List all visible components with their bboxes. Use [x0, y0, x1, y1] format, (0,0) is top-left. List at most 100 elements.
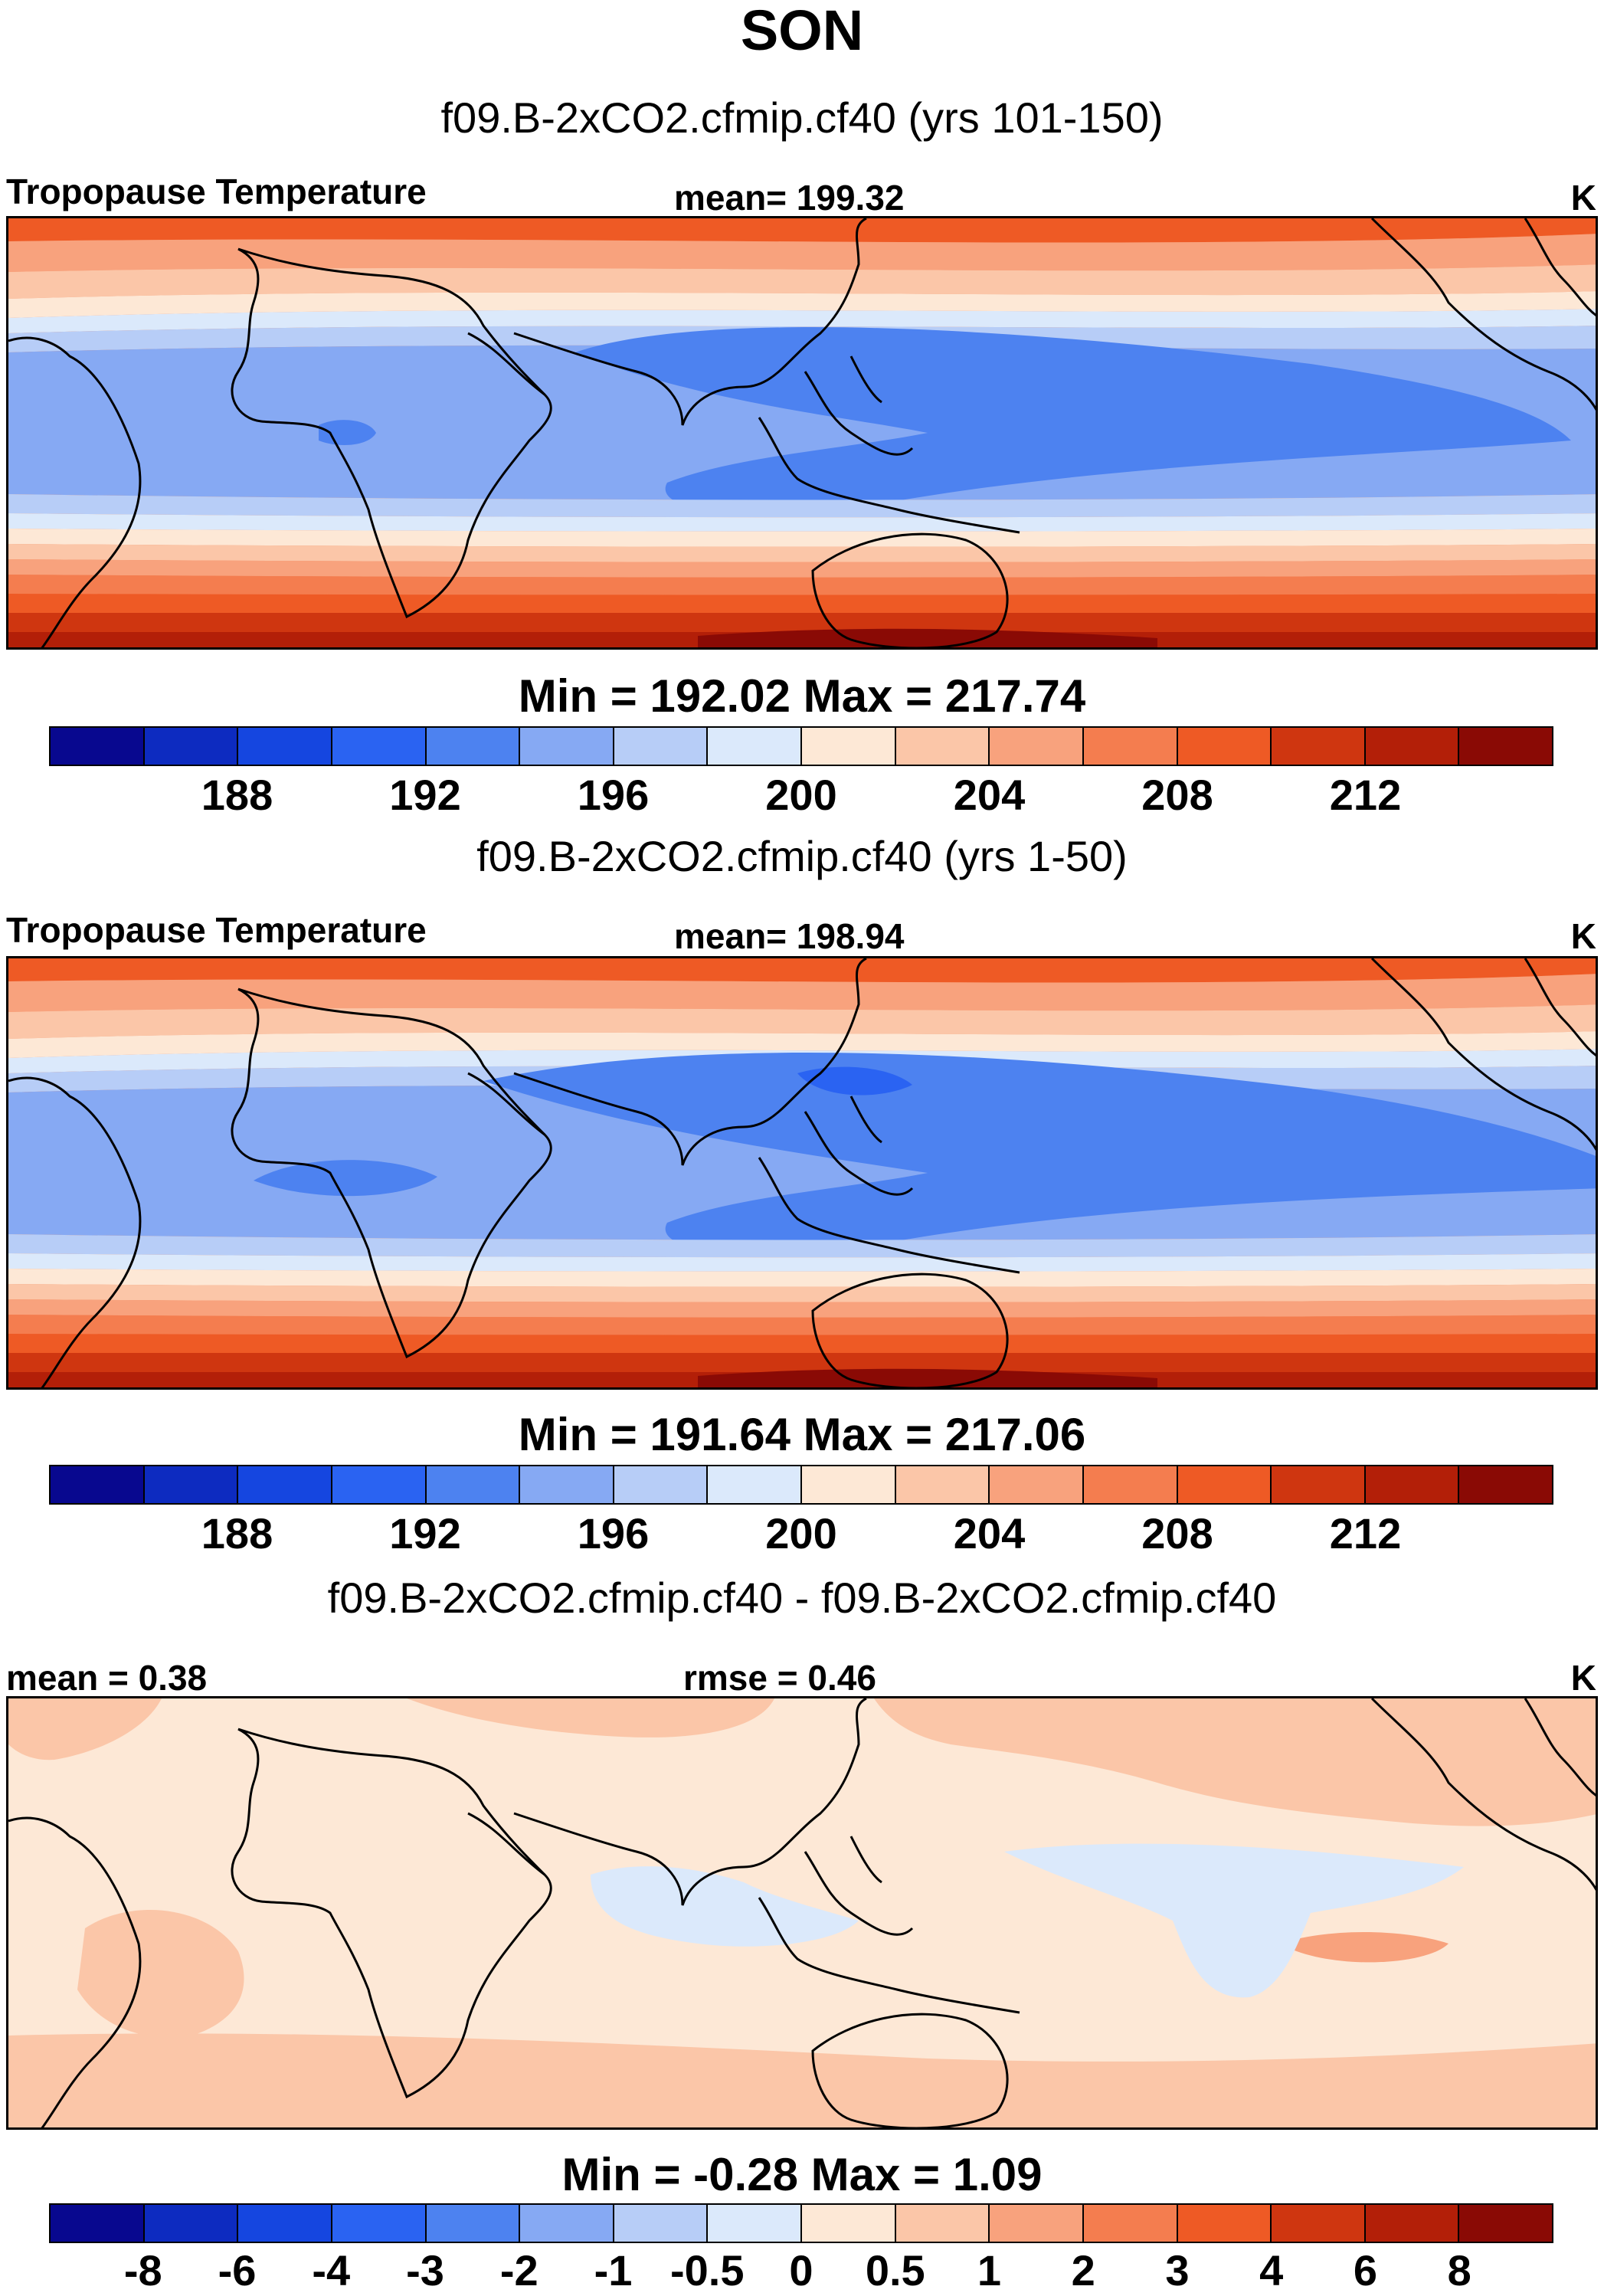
colorbar-swatch	[1083, 1466, 1178, 1503]
colorbar-tick: 196	[577, 771, 650, 819]
colorbar-tick: 2	[1071, 2246, 1095, 2294]
colorbar-swatch	[614, 728, 709, 765]
colorbar-tick: 0	[789, 2246, 813, 2294]
colorbar-tick: 6	[1353, 2246, 1378, 2294]
colorbar-tick: -3	[406, 2246, 444, 2294]
colorbar-swatch	[1177, 1466, 1272, 1503]
colorbar-swatch	[1177, 728, 1272, 765]
panel-2-case-title: f09.B-2xCO2.cfmip.cf40 (yrs 1-50)	[476, 832, 1128, 880]
colorbar-swatch	[520, 2205, 614, 2242]
colorbar-swatch	[1177, 2205, 1272, 2242]
colorbar-tick: -4	[312, 2246, 351, 2294]
colorbar-swatch	[895, 728, 990, 765]
colorbar-swatch	[238, 2205, 332, 2242]
colorbar-swatch	[990, 1466, 1084, 1503]
colorbar-swatch	[238, 728, 332, 765]
panel-3-colorbar-ticks: -8 -6 -4 -3 -2 -1 -0.5 0 0.5 1 2 3 4 6 8	[49, 2246, 1553, 2295]
colorbar-swatch	[51, 2205, 145, 2242]
colorbar-tick: -0.5	[670, 2246, 745, 2294]
colorbar-swatch	[1365, 728, 1460, 765]
colorbar-swatch	[1459, 1466, 1552, 1503]
colorbar-swatch	[238, 1466, 332, 1503]
panel-3-minmax: Min = -0.28 Max = 1.09	[561, 2149, 1043, 2200]
colorbar-swatch	[990, 728, 1084, 765]
panel-2-colorbar-ticks: 188 192 196 200 204 208 212	[49, 1509, 1553, 1558]
colorbar-tick: 1	[977, 2246, 1002, 2294]
colorbar-tick: 208	[1141, 771, 1213, 819]
panel-1-units-label: K	[1570, 178, 1596, 218]
colorbar-swatch	[1272, 1466, 1366, 1503]
colorbar-swatch	[520, 1466, 614, 1503]
colorbar-tick: 4	[1259, 2246, 1284, 2294]
panel-2-minmax: Min = 191.64 Max = 217.06	[518, 1409, 1086, 1460]
colorbar-swatch	[1459, 728, 1552, 765]
figure-title: SON	[740, 0, 864, 62]
panel-1-map	[6, 216, 1598, 650]
colorbar-swatch	[802, 2205, 896, 2242]
colorbar-tick: -8	[123, 2246, 162, 2294]
colorbar-tick: 188	[201, 771, 273, 819]
panel-1-mean-label: mean= 199.32	[674, 178, 905, 218]
colorbar-swatch	[426, 728, 521, 765]
colorbar-tick: 192	[389, 771, 461, 819]
colorbar-swatch	[1083, 728, 1178, 765]
colorbar-tick: 208	[1141, 1509, 1213, 1557]
panel-2-field-label: Tropopause Temperature	[6, 910, 427, 950]
colorbar-tick: 200	[765, 771, 837, 819]
colorbar-tick: 192	[389, 1509, 461, 1557]
panel-1-case-title: f09.B-2xCO2.cfmip.cf40 (yrs 101-150)	[440, 93, 1164, 142]
colorbar-swatch	[144, 2205, 239, 2242]
colorbar-swatch	[51, 1466, 145, 1503]
colorbar-swatch	[426, 1466, 521, 1503]
colorbar-swatch	[802, 728, 896, 765]
panel-3-rmse-label: rmse = 0.46	[683, 1658, 876, 1698]
panel-1-colorbar	[49, 726, 1553, 766]
colorbar-swatch	[426, 2205, 521, 2242]
colorbar-tick: 212	[1329, 1509, 1402, 1557]
colorbar-tick: 212	[1329, 771, 1402, 819]
colorbar-swatch	[802, 1466, 896, 1503]
colorbar-swatch	[1459, 2205, 1552, 2242]
colorbar-tick: -1	[594, 2246, 633, 2294]
panel-3-map	[6, 1696, 1598, 2130]
panel-3-units-label: K	[1570, 1658, 1596, 1698]
panel-2-mean-label: mean= 198.94	[674, 916, 905, 956]
colorbar-swatch	[144, 728, 239, 765]
colorbar-tick: 204	[953, 1509, 1026, 1557]
colorbar-swatch	[1272, 2205, 1366, 2242]
panel-2-map	[6, 956, 1598, 1390]
colorbar-tick: 196	[577, 1509, 650, 1557]
colorbar-tick: -2	[499, 2246, 538, 2294]
colorbar-tick: -6	[218, 2246, 257, 2294]
colorbar-swatch	[1365, 2205, 1460, 2242]
colorbar-swatch	[990, 2205, 1084, 2242]
colorbar-swatch	[708, 1466, 802, 1503]
panel-2-contour-field	[8, 958, 1596, 1387]
panel-3-mean-label: mean = 0.38	[6, 1658, 208, 1698]
colorbar-tick: 0.5	[865, 2246, 925, 2294]
panel-2-colorbar	[49, 1465, 1553, 1505]
colorbar-tick: 200	[765, 1509, 837, 1557]
panel-2-units-label: K	[1570, 916, 1596, 956]
colorbar-swatch	[1272, 728, 1366, 765]
colorbar-swatch	[1365, 1466, 1460, 1503]
colorbar-swatch	[332, 1466, 427, 1503]
colorbar-swatch	[1083, 2205, 1178, 2242]
panel-3-coastlines	[8, 1698, 1596, 2127]
panel-3-colorbar	[49, 2203, 1553, 2243]
colorbar-swatch	[614, 2205, 709, 2242]
panel-3-case-title: f09.B-2xCO2.cfmip.cf40 - f09.B-2xCO2.cfm…	[327, 1574, 1277, 1622]
panel-1-field-label: Tropopause Temperature	[6, 172, 427, 211]
panel-1-minmax: Min = 192.02 Max = 217.74	[518, 670, 1086, 722]
colorbar-swatch	[144, 1466, 239, 1503]
panel-1-colorbar-ticks: 188 192 196 200 204 208 212	[49, 771, 1553, 820]
colorbar-swatch	[332, 728, 427, 765]
colorbar-swatch	[332, 2205, 427, 2242]
colorbar-tick: 8	[1447, 2246, 1471, 2294]
colorbar-swatch	[895, 2205, 990, 2242]
colorbar-swatch	[708, 728, 802, 765]
panel-1-coastlines	[8, 218, 1596, 647]
colorbar-tick: 3	[1165, 2246, 1190, 2294]
panel-3-contour-field	[8, 1698, 1596, 2127]
colorbar-swatch	[895, 1466, 990, 1503]
